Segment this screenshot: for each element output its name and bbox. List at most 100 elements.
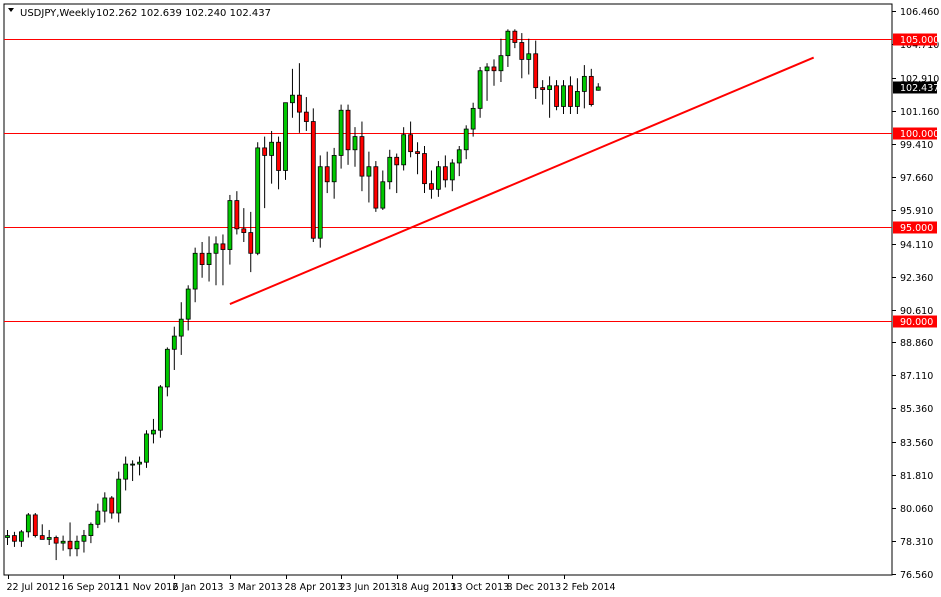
bullish-candle: [74, 540, 80, 550]
bearish-candle: [540, 87, 546, 90]
bearish-candle: [39, 535, 45, 540]
ohlc-values: 102.262 102.639 102.240 102.437: [96, 8, 271, 19]
x-tick-label: 22 Jul 2012: [7, 582, 61, 593]
bullish-candle: [338, 109, 344, 156]
bullish-candle: [470, 107, 476, 130]
bearish-candle: [248, 232, 254, 254]
bearish-candle: [422, 153, 427, 185]
bullish-candle: [123, 463, 129, 480]
y-tick-label: 94.110: [900, 240, 933, 251]
bullish-candle: [88, 523, 94, 537]
y-tick-label: 90.610: [900, 306, 933, 317]
bullish-candle: [171, 335, 177, 350]
bearish-candle: [588, 75, 594, 106]
x-tick-label: 28 Apr 2013: [285, 582, 344, 593]
bullish-candle: [317, 166, 323, 239]
bearish-candle: [109, 497, 115, 514]
level-tag-0: [893, 33, 937, 46]
bearish-candle: [442, 166, 448, 181]
bearish-candle: [303, 111, 309, 122]
level-tag-2: [893, 221, 937, 234]
bullish-candle: [178, 318, 184, 337]
bearish-candle: [519, 42, 525, 60]
bearish-candle: [512, 30, 518, 43]
y-tick-label: 80.060: [900, 504, 933, 515]
bearish-candle: [345, 109, 351, 151]
bearish-candle: [234, 200, 240, 230]
bullish-candle: [151, 429, 156, 435]
x-tick-label: 18 Aug 2013: [396, 582, 457, 593]
bullish-candle: [192, 252, 198, 290]
bullish-candle: [269, 141, 275, 156]
bearish-candle: [491, 66, 497, 72]
y-tick-label: 106.460: [900, 7, 939, 18]
y-tick-label: 85.360: [900, 404, 933, 415]
bearish-candle: [429, 183, 434, 190]
y-tick-label: 88.860: [900, 338, 933, 349]
level-tag-1: [893, 127, 937, 140]
y-tick-label: 81.810: [900, 471, 933, 482]
level-tag-label: 95.000: [900, 223, 933, 234]
bullish-candle: [46, 537, 52, 540]
x-tick-label: 6 Jan 2013: [173, 582, 224, 593]
y-tick-label: 95.910: [900, 206, 933, 217]
bearish-candle: [408, 134, 414, 153]
dropdown-triangle-icon[interactable]: [8, 8, 14, 12]
bullish-candle: [290, 94, 295, 104]
bullish-candle: [547, 85, 552, 90]
symbol-label: USDJPY,Weekly: [20, 8, 96, 19]
bullish-candle: [25, 514, 31, 533]
x-tick-label: 13 Oct 2013: [451, 582, 510, 593]
bearish-candle: [199, 252, 205, 265]
bullish-candle: [575, 91, 580, 107]
level-tag-label: 90.000: [900, 317, 933, 328]
bearish-candle: [394, 156, 400, 166]
bearish-candle: [32, 514, 38, 537]
chart-header: USDJPY,Weekly 102.262 102.639 102.240 10…: [8, 8, 271, 19]
bullish-candle: [387, 156, 393, 183]
bullish-candle: [456, 149, 462, 164]
current-price-tag: [893, 81, 937, 94]
bearish-candle: [220, 243, 226, 250]
price-axis: 106.460104.710102.910101.16099.41097.660…: [892, 7, 939, 581]
candles-layer: [5, 29, 601, 561]
x-tick-label: 2 Feb 2014: [563, 582, 616, 593]
bullish-candle: [137, 461, 142, 465]
bullish-candle: [477, 70, 483, 109]
bullish-candle: [401, 134, 407, 166]
y-tick-label: 87.110: [900, 371, 933, 382]
y-tick-label: 99.410: [900, 140, 933, 151]
bullish-candle: [498, 55, 504, 72]
bullish-candle: [185, 288, 191, 320]
x-tick-label: 23 Jun 2013: [340, 582, 397, 593]
bearish-candle: [554, 85, 559, 107]
bullish-candle: [581, 75, 587, 92]
x-tick-label: 11 Nov 2012: [118, 582, 179, 593]
bullish-candle: [449, 162, 455, 181]
bullish-candle: [366, 166, 372, 177]
level-tag-3: [893, 315, 937, 328]
bearish-candle: [276, 141, 281, 171]
bullish-candle: [60, 540, 66, 544]
y-tick-label: 92.360: [900, 273, 933, 284]
bullish-candle: [352, 136, 358, 151]
ascending-trendline[interactable]: [229, 56, 815, 306]
bearish-candle: [241, 228, 247, 233]
bearish-candle: [67, 540, 73, 550]
y-tick-label: 76.560: [900, 570, 933, 581]
y-tick-label: 78.310: [900, 537, 933, 548]
bullish-candle: [18, 531, 24, 542]
bullish-candle: [5, 535, 10, 538]
current-price-label: 102.437: [900, 83, 939, 94]
y-tick-label: 101.160: [900, 107, 939, 118]
bullish-candle: [130, 463, 136, 466]
bullish-candle: [463, 128, 469, 151]
level-tag-label: 100.000: [900, 129, 939, 140]
bullish-candle: [157, 386, 163, 431]
x-tick-label: 3 Mar 2013: [229, 582, 283, 593]
bullish-candle: [81, 535, 87, 542]
bearish-candle: [533, 53, 539, 89]
bullish-candle: [331, 155, 337, 183]
level-tag-label: 105.000: [900, 35, 939, 46]
